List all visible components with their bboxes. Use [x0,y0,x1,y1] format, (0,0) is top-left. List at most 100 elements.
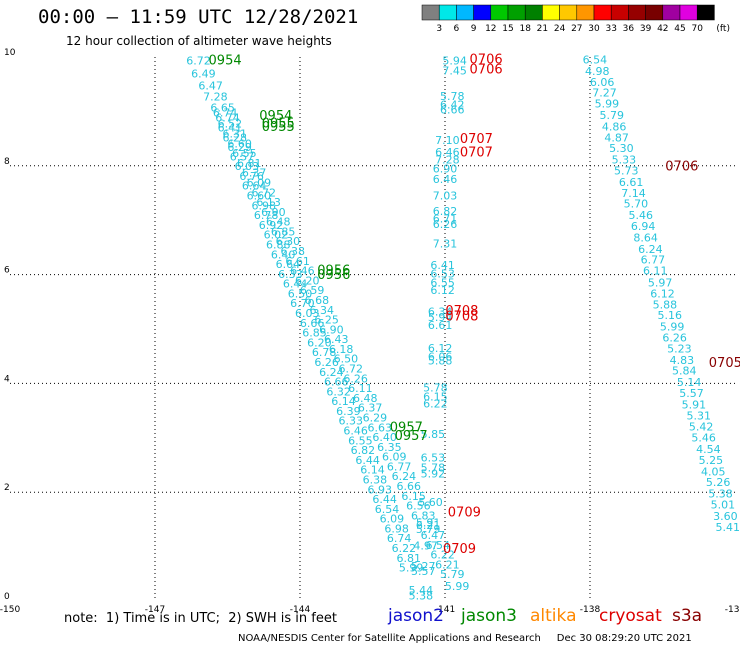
wave-height-value: 5.26 [706,476,731,489]
wave-height-value: 6.55 [430,277,455,290]
wave-height-value: 6.49 [191,68,216,81]
wave-height-value: 5.14 [677,376,702,389]
wave-height-value: 6.66 [324,376,349,389]
wave-height-value: 6.52 [218,118,243,131]
wave-height-value: 6.40 [372,431,397,444]
page-title: 00:00 — 11:59 UTC 12/28/2021 [38,6,359,28]
colorbar-tick-label: 33 [605,24,616,34]
colorbar-tick-label: 45 [674,24,685,34]
x-tick-label: -147 [145,605,165,615]
x-tick-label: -144 [290,605,311,615]
wave-height-value: 7.14 [621,187,646,200]
wave-height-value: 6.61 [619,176,644,189]
x-tick-label: -150 [0,605,20,615]
wave-height-value: 6.90 [261,206,286,219]
wave-height-value: 6.88 [266,238,291,251]
wave-height-value: 6.46 [290,265,315,278]
wave-height-value: 6.90 [433,162,458,175]
wave-height-value: 7.31 [433,237,458,250]
wave-height-value: 5.97 [648,277,673,290]
wave-height-value: 6.38 [281,245,306,258]
wave-height-value: 6.35 [377,441,402,454]
pass-time-label: 0705 [709,356,740,371]
wave-height-value: 8.64 [633,231,658,244]
wave-height-value: 6.22 [423,397,448,410]
wave-height-value: 6.03 [295,307,320,320]
wave-height-value: 6.09 [247,176,272,189]
wave-height-value: 6.77 [641,254,666,267]
wave-height-value: 6.64 [276,258,301,271]
wave-height-value: 5.94 [428,311,453,324]
wave-height-value: 6.26 [343,372,368,385]
wave-height-value: 5.79 [440,568,465,581]
wave-height-value: 6.41 [218,122,243,135]
pass-time-label: 0706 [470,53,503,68]
wave-height-value: 7.27 [592,87,617,100]
wave-height-value: 6.56 [406,500,431,513]
wave-height-value: 5.88 [428,354,453,367]
wave-height-value: 5.79 [600,109,625,122]
wave-height-value: 6.02 [264,229,289,242]
wave-height-value: 6.12 [428,342,453,355]
wave-height-value: 6.63 [368,421,393,434]
wave-height-value: 7.03 [433,190,458,203]
wave-height-value: 6.03 [235,160,260,173]
wave-height-value: 6.24 [319,366,344,379]
pass-time-label: 0956 [317,264,350,279]
wave-height-value: 6.34 [428,305,453,318]
wave-height-value: 6.92 [259,219,284,232]
wave-height-value: 6.43 [324,333,349,346]
wave-height-value: 5.60 [418,496,443,509]
wave-height-value: 6.11 [348,382,373,395]
y-tick-label: 2 [4,483,10,493]
wave-height-value: 6.50 [334,353,359,366]
wave-height-value: 6.82 [351,444,376,457]
wave-height-value: 6.94 [631,220,656,233]
wave-height-value: 5.78 [440,90,465,103]
wave-height-value: 6.39 [336,405,361,418]
pass-time-label: 0707 [460,132,493,147]
colorbar-tick-label: 12 [485,24,496,34]
wave-height-value: 4.83 [670,354,695,367]
wave-height-value: 6.77 [387,460,412,473]
pass-time-label: 0709 [448,506,481,521]
wave-height-value: 5.30 [609,142,634,155]
wave-height-value: 6.53 [421,452,446,465]
wave-height-value: 6.31 [223,128,248,141]
y-tick-label: 10 [4,48,16,58]
pass-time-label: 0955 [262,117,295,132]
wave-height-value: 6.32 [326,385,351,398]
wave-height-value: 6.15 [401,490,426,503]
wave-height-value: 4.05 [701,465,726,478]
wave-height-value: 5.88 [653,298,678,311]
wave-height-value: 6.93 [368,483,393,496]
colorbar-tick-label: 36 [623,24,635,34]
wave-height-value: 5.23 [667,342,692,355]
wave-height-value: 6.55 [232,147,257,160]
wave-height-value: 5.84 [672,365,697,378]
wave-height-value: 6.24 [638,243,663,256]
colorbar-unit: (ft) [716,24,730,34]
wave-height-value: 6.74 [213,106,238,119]
wave-height-value: 5.99 [660,321,685,334]
wave-height-value: 6.12 [430,284,455,297]
wave-height-value: 6.37 [242,167,267,180]
wave-height-value: 3.60 [713,510,738,523]
wave-height-value: 6.22 [392,542,417,555]
wave-height-value: 6.81 [237,157,262,170]
x-tick-label: -138 [580,605,601,615]
colorbar-tick-label: 21 [537,24,548,34]
wave-height-value: 6.26 [433,218,458,231]
wave-height-value: 6.14 [360,464,385,477]
wave-height-value: 6.22 [430,549,455,562]
wave-height-value: 6.47 [198,80,223,93]
footer-credit: NOAA/NESDIS Center for Satellite Applica… [238,633,692,644]
wave-height-value: 6.78 [312,346,337,359]
wave-height-value: 6.53 [430,267,455,280]
wave-height-value: 6.64 [242,180,267,193]
colorbar-tick-label: 24 [554,24,566,34]
wave-height-value: 6.44 [283,278,308,291]
colorbar-tick-label: 70 [691,24,703,34]
